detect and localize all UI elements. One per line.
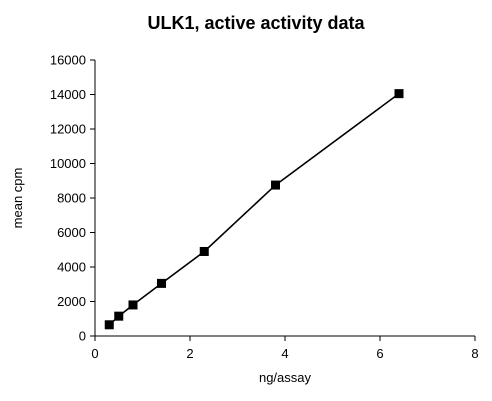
x-axis-label: ng/assay bbox=[259, 370, 312, 385]
y-tick-label: 10000 bbox=[50, 156, 86, 171]
plot-area bbox=[94, 60, 475, 337]
y-tick-label: 16000 bbox=[50, 53, 86, 68]
x-axis-ticks: 0 2 4 6 8 bbox=[91, 336, 479, 361]
data-point bbox=[157, 278, 166, 288]
y-tick-label: 8000 bbox=[57, 191, 86, 206]
y-axis-label: mean cpm bbox=[10, 168, 25, 229]
series-line bbox=[108, 92, 400, 326]
x-tick-label: 2 bbox=[186, 346, 193, 361]
data-series bbox=[104, 89, 404, 330]
data-point bbox=[128, 300, 138, 310]
x-tick-label: 0 bbox=[91, 346, 98, 361]
data-point bbox=[104, 320, 114, 330]
y-tick-label: 4000 bbox=[57, 260, 86, 275]
y-tick-label: 14000 bbox=[50, 87, 86, 102]
y-axis-ticks: 0 2000 4000 6000 8000 10000 12000 14000 16000 bbox=[50, 53, 95, 344]
data-point bbox=[394, 89, 404, 99]
data-point bbox=[114, 311, 124, 321]
y-tick-label: 0 bbox=[79, 329, 86, 344]
y-tick-label: 12000 bbox=[50, 122, 86, 137]
x-tick-label: 6 bbox=[376, 346, 383, 361]
chart-title: ULK1, active activity data bbox=[147, 13, 365, 33]
y-tick-label: 6000 bbox=[57, 225, 86, 240]
x-tick-label: 8 bbox=[471, 346, 478, 361]
y-tick-label: 2000 bbox=[57, 294, 86, 309]
x-tick-label: 4 bbox=[281, 346, 288, 361]
data-point bbox=[199, 246, 209, 256]
data-point bbox=[271, 180, 280, 190]
